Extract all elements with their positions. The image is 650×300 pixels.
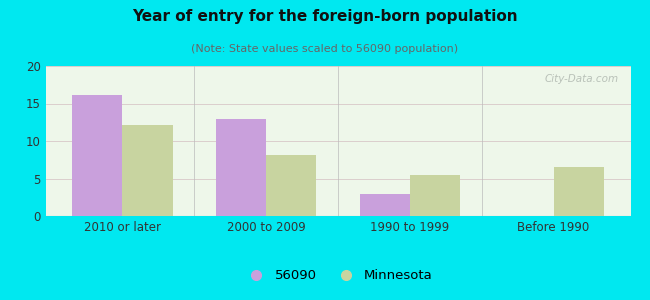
Text: City-Data.com: City-Data.com xyxy=(545,74,619,83)
Bar xyxy=(216,118,266,216)
Bar xyxy=(122,125,173,216)
Bar xyxy=(359,194,410,216)
Bar xyxy=(72,94,122,216)
Bar xyxy=(554,167,604,216)
Bar xyxy=(410,175,460,216)
Bar xyxy=(266,155,317,216)
Text: (Note: State values scaled to 56090 population): (Note: State values scaled to 56090 popu… xyxy=(192,44,458,53)
Text: Year of entry for the foreign-born population: Year of entry for the foreign-born popul… xyxy=(132,9,518,24)
Legend: 56090, Minnesota: 56090, Minnesota xyxy=(238,264,438,287)
